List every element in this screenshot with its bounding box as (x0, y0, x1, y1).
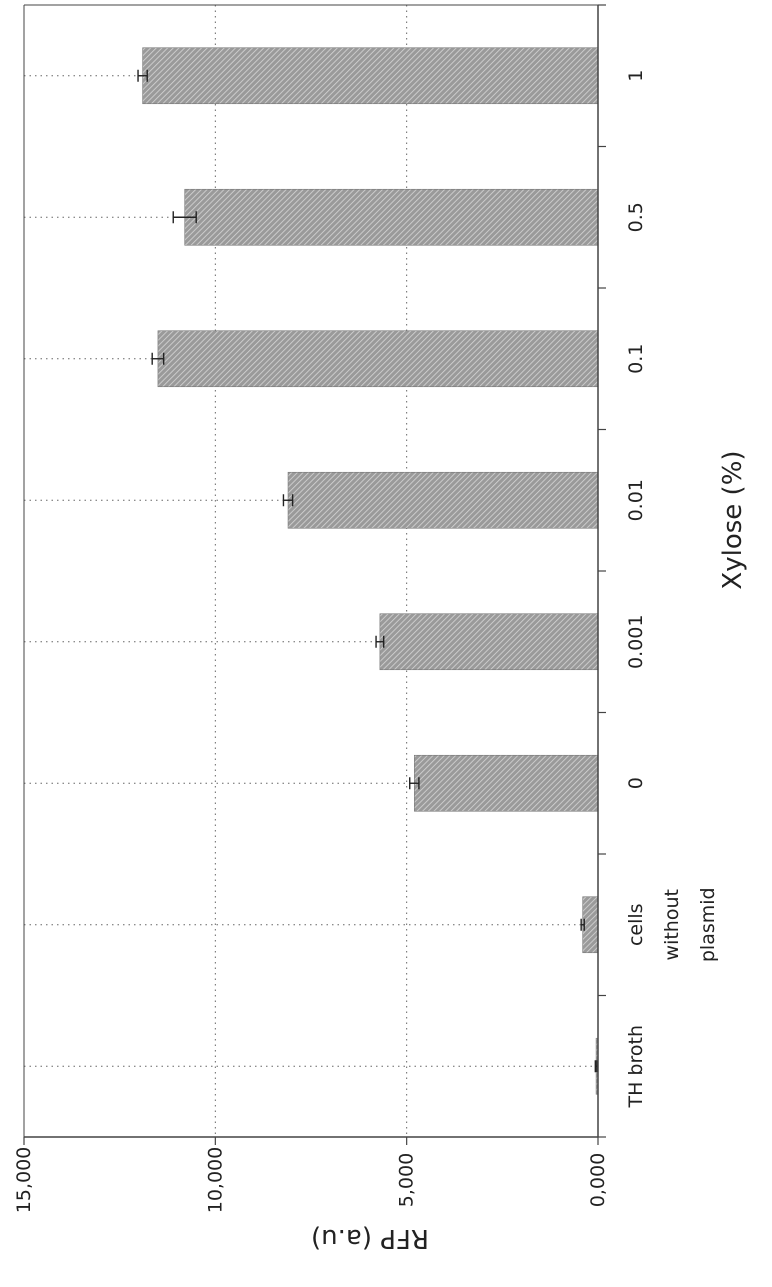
x-axis-title: Xylose (%) (718, 450, 748, 589)
category-tick-label: plasmid (697, 887, 719, 962)
grid-lines (23, 5, 598, 1137)
category-tick-label: 0.5 (625, 202, 647, 232)
bar (184, 188, 599, 246)
category-tick-label: 1 (625, 70, 647, 82)
category-tick-labels: TH broth cells without plasmid 0 0.001 0.01 0.1… (625, 70, 719, 1109)
value-tick-label: 5,000 (396, 1153, 418, 1207)
bar (379, 613, 599, 671)
value-tick-label: 10,000 (204, 1147, 226, 1213)
error-bar (282, 494, 294, 507)
value-tick-labels: 0,000 5,000 10,000 15,000 (13, 1147, 609, 1213)
value-tick-label: 15,000 (13, 1147, 35, 1213)
category-tick-label: without (661, 889, 683, 960)
axes (23, 4, 606, 1145)
error-bar (580, 918, 585, 931)
category-tick-label: 0.1 (625, 344, 647, 374)
error-bar (409, 777, 420, 790)
category-tick-label: 0.01 (625, 479, 647, 521)
error-bar (137, 69, 148, 82)
error-bar (151, 352, 165, 365)
bar-series (142, 47, 599, 1095)
category-tick-label: 0.001 (625, 615, 647, 669)
error-bar (375, 635, 385, 648)
bar (142, 47, 599, 105)
category-tick-label: 0 (625, 777, 647, 789)
bar (582, 896, 599, 954)
y-axis-title: RFP (a.u) (311, 1223, 429, 1253)
category-tick-label: TH broth (625, 1025, 647, 1109)
bar (414, 754, 599, 812)
category-tick-label: cells (625, 903, 647, 946)
error-bar (172, 211, 197, 224)
value-tick-label: 0,000 (587, 1153, 609, 1207)
error-bars (137, 69, 598, 1073)
bar (157, 330, 599, 388)
bar (287, 471, 599, 529)
error-bar (594, 1060, 598, 1073)
